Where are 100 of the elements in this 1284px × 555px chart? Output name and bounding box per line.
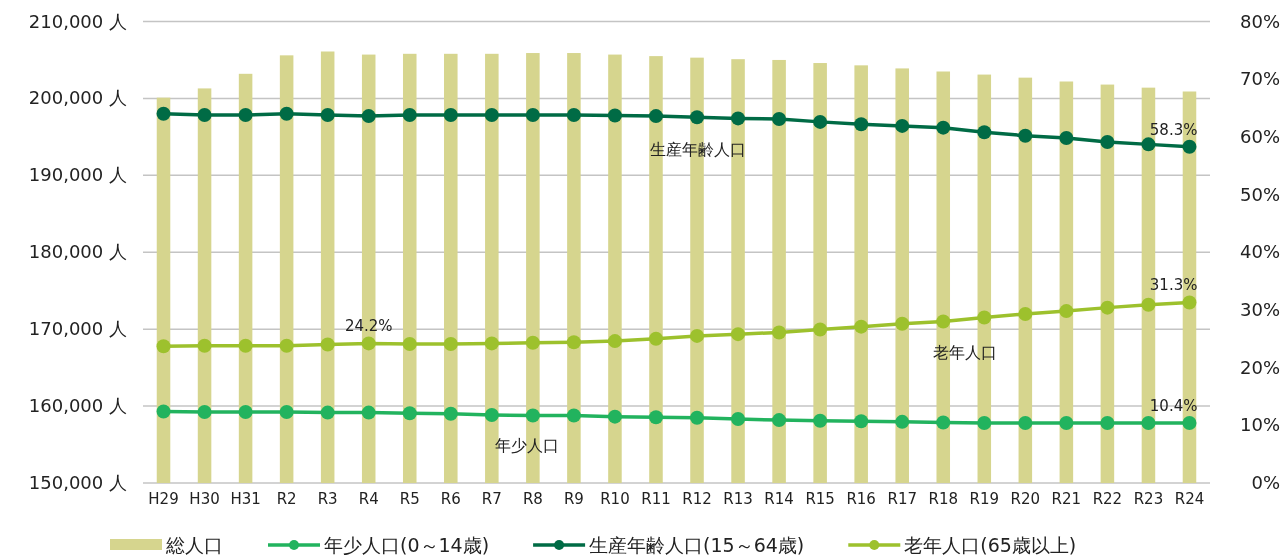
point [156, 339, 171, 354]
point [854, 414, 869, 429]
y-tick-label: 170,000 人 [28, 318, 127, 340]
point [525, 107, 540, 122]
point [731, 111, 746, 126]
point [566, 335, 581, 350]
point [731, 327, 746, 342]
x-tick-label: R2 [276, 490, 297, 508]
x-tick-label: H30 [189, 490, 220, 508]
point [402, 406, 417, 421]
x-tick-label: R15 [805, 490, 835, 508]
point [813, 413, 828, 428]
point [813, 322, 828, 337]
point [361, 109, 376, 124]
point [402, 107, 417, 122]
y2-tick-label: 80% [1239, 10, 1280, 32]
point [1141, 137, 1156, 152]
legend-label: 総人口 [165, 534, 223, 555]
y-tick-label: 190,000 人 [28, 164, 127, 186]
x-tick-label: R3 [317, 490, 338, 508]
x-tick-label: R5 [399, 490, 420, 508]
point [1100, 135, 1115, 150]
y2-tick-label: 70% [1239, 68, 1280, 90]
y2-tick-label: 20% [1239, 356, 1280, 378]
point [1059, 131, 1074, 146]
legend-label: 老年人口(65歳以上) [904, 534, 1077, 555]
y-tick-label: 180,000 人 [28, 241, 127, 263]
data-label: 24.2% [344, 317, 393, 336]
point [156, 404, 171, 419]
x-tick-label: R7 [481, 490, 502, 508]
data-label: 10.4% [1149, 397, 1198, 416]
point [648, 331, 663, 346]
y-tick-label: 200,000 人 [28, 87, 127, 109]
point [1100, 416, 1115, 431]
point [690, 328, 705, 343]
point [197, 405, 212, 420]
point [731, 411, 746, 426]
point [1018, 306, 1033, 321]
x-tick-label: R13 [723, 490, 753, 508]
point [1182, 139, 1197, 154]
point [361, 405, 376, 420]
point [772, 413, 787, 428]
point [977, 310, 992, 325]
y-tick-label: 150,000 人 [28, 472, 127, 493]
x-tick-label: H31 [230, 490, 261, 508]
point [1141, 297, 1156, 312]
point [484, 407, 499, 422]
point [854, 117, 869, 132]
point [238, 405, 253, 420]
point [936, 120, 951, 135]
point [1182, 416, 1197, 431]
x-tick-label: R4 [358, 490, 379, 508]
x-tick-label: R11 [641, 490, 671, 508]
point [1100, 300, 1115, 315]
point [895, 316, 910, 331]
point [895, 118, 910, 133]
y2-tick-label: 0% [1251, 472, 1280, 493]
point [690, 410, 705, 425]
x-tick-label: R10 [600, 490, 630, 508]
point [279, 338, 294, 353]
point [238, 107, 253, 122]
point [1059, 416, 1074, 431]
x-tick-label: R24 [1174, 490, 1205, 508]
point [772, 325, 787, 340]
y-tick-label: 160,000 人 [28, 395, 127, 417]
data-label: 31.3% [1149, 276, 1198, 295]
x-tick-label: R20 [1010, 490, 1041, 508]
y-tick-label: 210,000 人 [28, 10, 127, 32]
point [977, 416, 992, 431]
point [977, 125, 992, 140]
point [772, 111, 787, 126]
point [648, 410, 663, 425]
x-tick-label: R18 [928, 490, 959, 508]
point [690, 110, 705, 125]
point [484, 336, 499, 351]
legend-label: 年少人口(0～14歳) [324, 534, 490, 555]
x-tick-label: R23 [1133, 490, 1164, 508]
point [320, 107, 335, 122]
y2-tick-label: 40% [1239, 241, 1280, 263]
point [525, 335, 540, 350]
y2-tick-label: 60% [1239, 125, 1280, 147]
point [648, 109, 663, 124]
point [197, 338, 212, 353]
point [484, 107, 499, 122]
point [320, 337, 335, 352]
point [854, 319, 869, 334]
point [443, 336, 458, 351]
point [813, 114, 828, 129]
point [936, 314, 951, 329]
x-tick-label: R9 [563, 490, 584, 508]
point [279, 106, 294, 121]
point [443, 107, 458, 122]
legend-label: 生産年齢人口(15～64歳) [589, 534, 805, 555]
point [279, 405, 294, 420]
point [566, 107, 581, 122]
point [525, 408, 540, 423]
point [361, 336, 376, 351]
x-tick-label: R14 [764, 490, 794, 508]
point [1182, 295, 1197, 310]
x-tick-label: R8 [522, 490, 543, 508]
